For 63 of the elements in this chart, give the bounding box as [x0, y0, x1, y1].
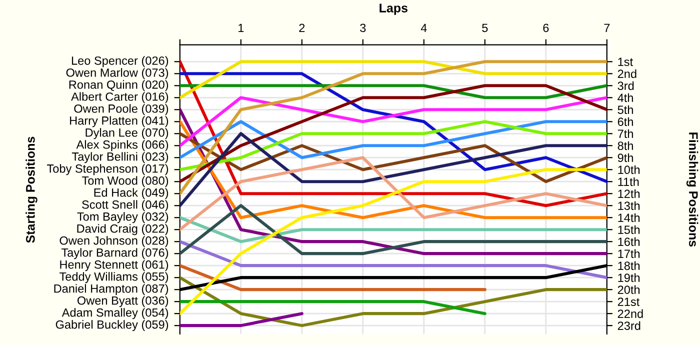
line-series — [180, 120, 607, 172]
x-tick-label: 6 — [543, 24, 549, 32]
y-tick-label: 14th — [618, 213, 640, 222]
x-tick-label: 1 — [238, 24, 244, 32]
y-tick-label: 9th — [618, 153, 633, 162]
y-tick-label: 10th — [618, 165, 640, 174]
text: Daniel Hampton (087) — [54, 284, 168, 296]
y-tick-label: 19th — [618, 273, 640, 282]
x-tick-label: 2 — [299, 24, 305, 32]
text: Tom Wood (080) — [82, 176, 168, 188]
x-tick-label: 3 — [360, 24, 366, 32]
y-tick-label: 3rd — [618, 81, 634, 90]
y-tick-label: 2nd — [618, 69, 636, 78]
y-tick-label: 4th — [618, 93, 633, 102]
x-tick-label: 7 — [604, 24, 610, 32]
y-tick-label: 20th — [618, 285, 640, 294]
y-tick-label: 8th — [618, 141, 633, 150]
line-series — [180, 276, 607, 328]
line-series — [180, 120, 607, 160]
y-tick-label: 5th — [618, 105, 633, 114]
line-series — [180, 96, 607, 148]
text: Gabriel Buckley (059) — [56, 320, 168, 332]
text: Tom Bayley (032) — [77, 212, 168, 224]
text: Albert Carter (016) — [71, 92, 168, 104]
y-tick-label: 21st — [618, 298, 640, 306]
y-tick-label: 7th — [618, 129, 633, 138]
text: Henry Stennett (061) — [60, 260, 168, 272]
text: Scott Snell (046) — [82, 200, 168, 212]
text: Toby Stephenson (017) — [46, 164, 168, 176]
text: Dylan Lee (070) — [86, 128, 168, 140]
y-tick-label: 16th — [618, 237, 640, 246]
y-tick-label: 15th — [618, 225, 640, 234]
text: Teddy Williams (055) — [60, 272, 168, 284]
text: Alex Spinks (066) — [76, 140, 168, 152]
y-tick-label: 23rd — [618, 321, 640, 330]
y-tick-label: 13th — [618, 201, 640, 210]
text: Owen Byatt (036) — [77, 296, 168, 308]
y-tick-label: 12th — [618, 189, 640, 198]
text: Owen Johnson (028) — [60, 236, 168, 248]
text: Ed Hack (049) — [94, 188, 168, 200]
text: Taylor Bellini (023) — [72, 152, 168, 164]
y-tick-label: 6th — [618, 117, 633, 126]
x-tick-label: 5 — [482, 24, 488, 32]
x-tick-label: 4 — [420, 24, 427, 32]
text: Ronan Quinn (020) — [69, 80, 168, 92]
line-series — [180, 168, 607, 316]
line-series — [180, 156, 607, 232]
text: Taylor Barnard (076) — [61, 248, 168, 260]
text: Harry Platten (041) — [70, 116, 168, 128]
y-tick-label: 1st — [618, 58, 633, 66]
y-tick-label: 11th — [618, 177, 639, 186]
text: Owen Poole (039) — [74, 104, 168, 116]
y-tick-label: 17th — [618, 249, 640, 258]
y2-axis-title: Finishing Positions — [686, 132, 698, 247]
line-series — [180, 132, 607, 208]
x-axis-title: Laps — [380, 4, 408, 15]
text: Starting Positions — [26, 136, 38, 243]
text: Leo Spencer (026) — [72, 56, 168, 68]
text: David Craig (022) — [77, 224, 168, 236]
text: Owen Marlow (073) — [66, 68, 168, 80]
y-tick-label: 18th — [618, 261, 640, 270]
text: Adam Smalley (054) — [62, 308, 168, 320]
y-tick-label: 22nd — [618, 309, 643, 318]
